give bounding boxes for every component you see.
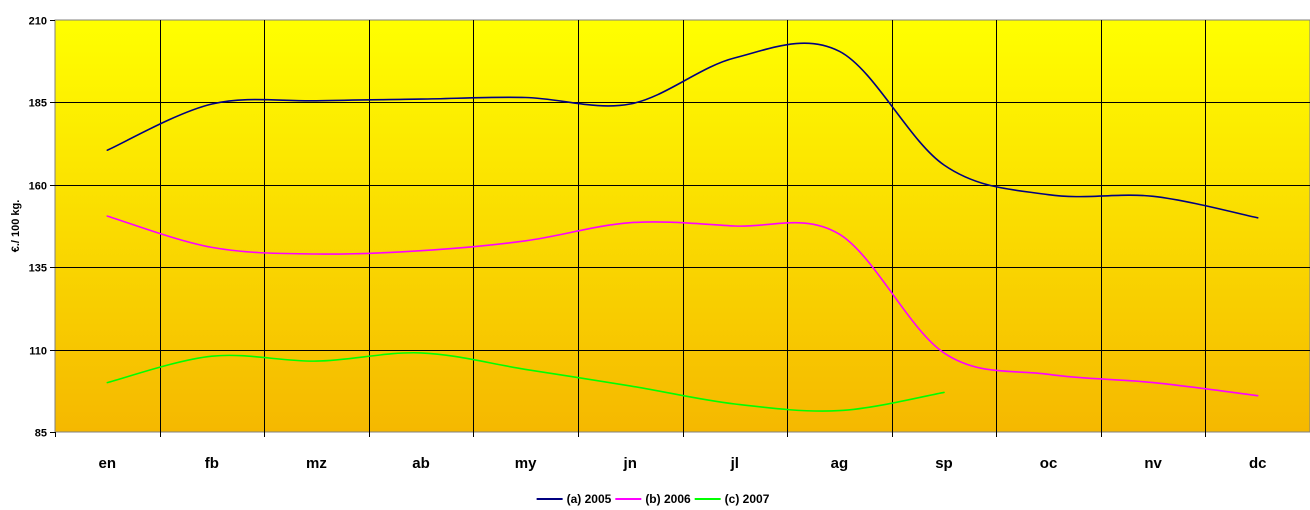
x-tick-label-my: my xyxy=(515,455,537,472)
x-tick-label-en: en xyxy=(99,455,117,472)
legend-label-3: (c) 2007 xyxy=(725,492,770,506)
x-tick-label-fb: fb xyxy=(205,455,219,472)
series-line-1 xyxy=(106,42,1259,219)
legend-label-2: (b) 2006 xyxy=(645,492,691,506)
series-line-2 xyxy=(106,215,1259,397)
x-axis-ticks: en fb mz ab my jn jl ag sp oc nv dc xyxy=(55,432,1267,472)
y-tick-label: 85 xyxy=(35,428,47,440)
y-tick-label: 110 xyxy=(29,346,47,358)
series-lines xyxy=(106,42,1259,412)
y-tick-label: 135 xyxy=(29,263,47,275)
x-tick-label-ab: ab xyxy=(412,455,430,472)
y-tick-label: 160 xyxy=(29,181,47,193)
y-tick-label: 210 xyxy=(29,16,47,28)
y-tick-label: 185 xyxy=(29,98,47,110)
x-tick-label-nv: nv xyxy=(1144,455,1162,472)
x-tick-label-oc: oc xyxy=(1040,455,1058,472)
gridlines xyxy=(55,20,1310,432)
legend-label-1: (a) 2005 xyxy=(567,492,612,506)
x-tick-label-sp: sp xyxy=(935,455,953,472)
series-line-3 xyxy=(106,351,945,412)
y-axis-title: €./ 100 kg. xyxy=(10,200,22,253)
x-tick-label-ag: ag xyxy=(831,455,849,472)
x-tick-label-jn: jn xyxy=(623,455,637,472)
x-tick-label-dc: dc xyxy=(1249,455,1267,472)
x-tick-label-mz: mz xyxy=(306,455,327,472)
x-tick-label-jl: jl xyxy=(730,455,739,472)
y-axis-ticks: 85 110 135 160 185 210 xyxy=(29,16,55,440)
legend: (a) 2005 (b) 2006 (c) 2007 xyxy=(536,492,770,506)
